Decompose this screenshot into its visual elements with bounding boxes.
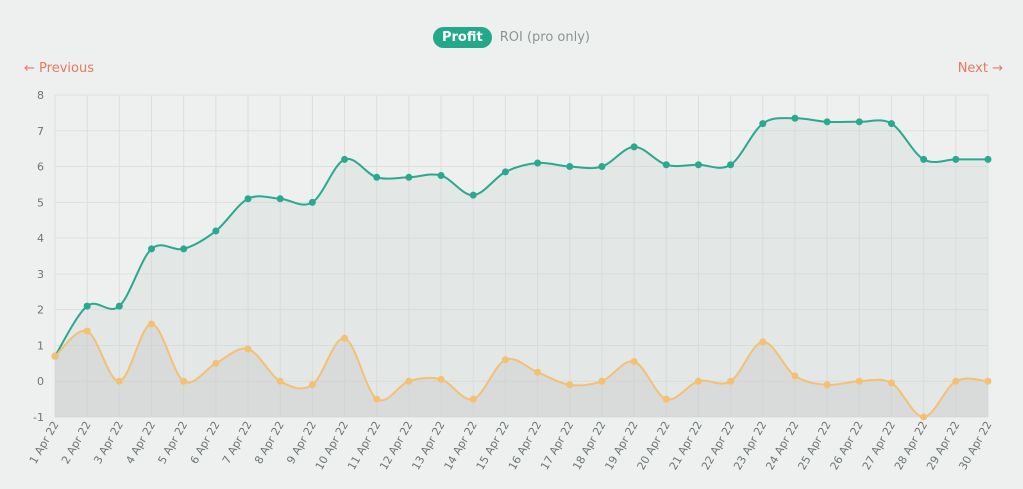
y-tick-label-7: 6 — [37, 161, 44, 174]
series-1-point-10[interactable] — [373, 395, 381, 403]
series-1-point-2[interactable] — [115, 377, 123, 385]
y-tick-label-2: 1 — [37, 339, 44, 352]
y-tick-label-1: 0 — [37, 375, 44, 388]
series-0-point-15[interactable] — [534, 159, 542, 167]
series-0-point-20[interactable] — [694, 161, 702, 169]
series-1-point-6[interactable] — [244, 345, 252, 353]
series-1-point-15[interactable] — [534, 368, 542, 376]
y-tick-label-6: 5 — [37, 196, 44, 209]
series-0-point-23[interactable] — [791, 114, 799, 122]
series-0-point-10[interactable] — [373, 173, 381, 181]
series-0-point-16[interactable] — [566, 163, 574, 171]
series-0-point-26[interactable] — [887, 120, 895, 128]
x-tick-label-7: 8 Apr 22 — [252, 419, 287, 466]
series-1-point-11[interactable] — [405, 377, 413, 385]
y-tick-label-5: 4 — [37, 232, 44, 245]
chart-areas — [55, 118, 988, 418]
series-0-area — [55, 118, 988, 418]
x-tick-label-1: 2 Apr 22 — [59, 419, 94, 466]
series-0-point-24[interactable] — [823, 118, 831, 126]
series-1-point-29[interactable] — [984, 377, 992, 385]
y-axis-ticks: -1 0 1 2 3 4 5 6 7 8 — [33, 89, 44, 424]
x-axis-ticks: 1 Apr 222 Apr 223 Apr 224 Apr 225 Apr 22… — [27, 419, 995, 472]
series-0-point-14[interactable] — [501, 168, 509, 176]
series-1-point-9[interactable] — [341, 334, 349, 342]
series-1-point-8[interactable] — [308, 381, 316, 389]
series-0-point-19[interactable] — [662, 161, 670, 169]
x-tick-label-4: 5 Apr 22 — [156, 419, 191, 466]
series-0-point-4[interactable] — [180, 245, 188, 253]
series-1-point-12[interactable] — [437, 375, 445, 383]
series-1-point-21[interactable] — [727, 377, 735, 385]
previous-link[interactable]: ← Previous — [24, 61, 94, 76]
x-tick-label-2: 3 Apr 22 — [91, 419, 126, 466]
series-0-point-7[interactable] — [276, 195, 284, 203]
series-0-point-21[interactable] — [727, 161, 735, 169]
tab-roi[interactable]: ROI (pro only) — [499, 30, 590, 45]
series-1-point-0[interactable] — [51, 352, 59, 360]
next-link[interactable]: Next → — [957, 61, 1003, 76]
metric-tabs: Profit ROI (pro only) — [0, 27, 1023, 48]
series-1-point-1[interactable] — [83, 327, 91, 335]
series-1-point-22[interactable] — [759, 338, 767, 346]
series-0-point-6[interactable] — [244, 195, 252, 203]
y-tick-label-3: 2 — [37, 304, 44, 317]
chart-grid — [54, 94, 989, 418]
series-0-point-17[interactable] — [598, 163, 606, 171]
series-1-point-14[interactable] — [501, 356, 509, 364]
series-1-point-5[interactable] — [212, 359, 220, 367]
x-tick-label-5: 6 Apr 22 — [188, 419, 223, 466]
x-tick-label-8: 9 Apr 22 — [284, 419, 319, 466]
chart-points — [51, 114, 992, 421]
series-1-point-26[interactable] — [887, 379, 895, 387]
series-1-point-28[interactable] — [952, 377, 960, 385]
y-tick-label-8: 7 — [37, 125, 44, 138]
x-tick-label-0: 1 Apr 22 — [27, 419, 62, 466]
series-1-point-7[interactable] — [276, 377, 284, 385]
series-1-point-27[interactable] — [920, 413, 928, 421]
series-0-point-18[interactable] — [630, 143, 638, 151]
series-1-point-20[interactable] — [694, 377, 702, 385]
series-1-point-4[interactable] — [180, 377, 188, 385]
series-1-point-24[interactable] — [823, 381, 831, 389]
series-0-point-27[interactable] — [920, 155, 928, 163]
series-0-point-9[interactable] — [341, 155, 349, 163]
y-tick-label-9: 8 — [37, 89, 44, 102]
x-tick-label-29: 30 Apr 22 — [956, 419, 994, 472]
series-0-point-29[interactable] — [984, 155, 992, 163]
series-0-point-3[interactable] — [148, 245, 156, 253]
series-1-point-18[interactable] — [630, 358, 638, 366]
series-1-point-13[interactable] — [469, 395, 477, 403]
series-1-point-25[interactable] — [855, 377, 863, 385]
series-0-point-22[interactable] — [759, 120, 767, 128]
y-tick-label-4: 3 — [37, 268, 44, 281]
series-0-point-12[interactable] — [437, 172, 445, 179]
x-tick-label-6: 7 Apr 22 — [220, 419, 255, 466]
y-tick-label-0: -1 — [33, 411, 44, 424]
series-0-point-5[interactable] — [212, 227, 220, 235]
series-0-point-11[interactable] — [405, 173, 413, 181]
series-1-point-3[interactable] — [148, 320, 156, 328]
series-0-point-13[interactable] — [469, 191, 477, 199]
series-1-point-17[interactable] — [598, 377, 606, 385]
series-1-point-23[interactable] — [791, 372, 799, 380]
series-0-point-1[interactable] — [83, 302, 91, 310]
series-0-point-8[interactable] — [308, 198, 316, 206]
tab-profit[interactable]: Profit — [432, 27, 492, 48]
series-1-point-16[interactable] — [566, 381, 574, 389]
series-0-point-25[interactable] — [855, 118, 863, 126]
series-1-area — [55, 323, 988, 418]
series-0-point-2[interactable] — [115, 302, 123, 310]
series-0-point-28[interactable] — [952, 155, 960, 163]
series-1-point-19[interactable] — [662, 395, 670, 403]
x-tick-label-3: 4 Apr 22 — [123, 419, 158, 466]
